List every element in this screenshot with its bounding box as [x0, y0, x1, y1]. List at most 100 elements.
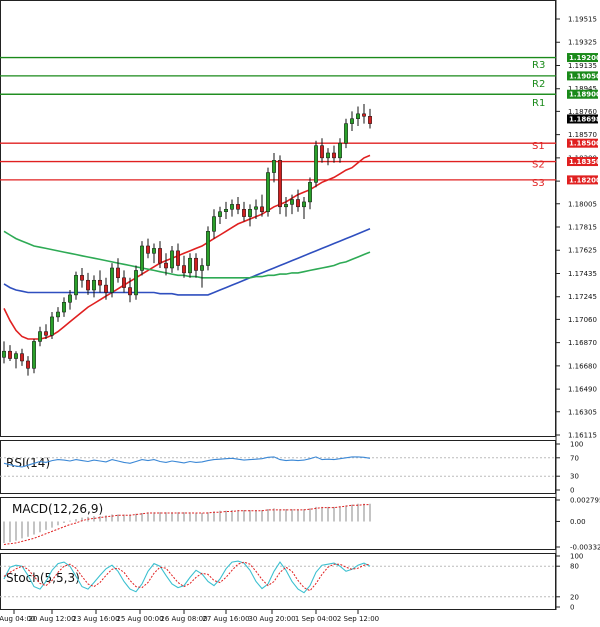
candle [350, 111, 354, 131]
candle-body-bear [122, 277, 126, 288]
candle-body-bear [146, 245, 150, 254]
candle [128, 277, 132, 303]
candle-body-bull [68, 294, 72, 303]
candle [62, 297, 66, 317]
candle-body-bull [302, 201, 306, 208]
candle [50, 312, 54, 339]
price-tick-label: 1.18760 [568, 108, 597, 116]
candle-body-bear [194, 257, 198, 271]
level-name-r1: R1 [532, 98, 545, 109]
price-tick-label: 1.16115 [568, 432, 597, 440]
candle-body-bear [26, 360, 30, 369]
time-tick-label: 25 Aug 00:00 [116, 615, 163, 623]
candle-body-bull [326, 152, 330, 159]
candle [218, 206, 222, 224]
candle [332, 145, 336, 163]
level-name-s3: S3 [532, 178, 545, 189]
candle [116, 258, 120, 283]
sub-tick-label: 30 [570, 473, 579, 481]
rsi-line [3, 456, 371, 468]
macd-label: MACD(12,26,9) [12, 502, 103, 516]
candle [80, 267, 84, 288]
sub-tick-label: 80 [570, 563, 579, 571]
macd-axis-ticks: 0.002795 0.00 -0.003328 [556, 497, 600, 552]
level-price-tag [567, 157, 598, 167]
macd-series [3, 503, 371, 545]
candle [242, 201, 246, 222]
candle-body-bear [128, 287, 132, 296]
candle [188, 253, 192, 278]
candle [248, 204, 252, 227]
current-price-tag [567, 114, 598, 124]
candle-body-bull [170, 250, 174, 269]
candle [308, 177, 312, 210]
candle-body-bull [230, 204, 234, 210]
candle [356, 106, 360, 127]
level-price-tag [567, 71, 598, 81]
level-price-label: 1.18900 [569, 91, 600, 99]
time-tick-label: 20 Aug 12:00 [28, 615, 75, 623]
candle [20, 348, 24, 366]
level-price-tag [567, 175, 598, 185]
level-price-tag [567, 89, 598, 99]
candle-body-bull [56, 311, 60, 318]
time-tick-label: 23 Aug 16:00 [72, 615, 119, 623]
candle [314, 140, 318, 188]
candle-body-bull [284, 204, 288, 208]
level-price-label: 1.19200 [569, 54, 600, 62]
price-tick-label: 1.17815 [568, 224, 597, 232]
candle-body-bull [350, 118, 354, 124]
candle [206, 226, 210, 271]
candle [182, 255, 186, 278]
candle-body-bull [14, 353, 18, 359]
candle [278, 155, 282, 215]
candle-body-bull [212, 216, 216, 232]
candle [110, 263, 114, 298]
candle [170, 245, 174, 273]
candle [260, 194, 264, 217]
moving-average-line [3, 154, 371, 340]
candle [326, 148, 330, 166]
candle [122, 270, 126, 293]
level-name-s2: S2 [532, 160, 545, 171]
candle [86, 272, 90, 295]
pane-frames [0, 0, 556, 610]
time-tick-label: 27 Aug 16:00 [202, 615, 249, 623]
time-tick-label: 2 Sep 12:00 [337, 615, 379, 623]
moving-averages [3, 154, 371, 340]
time-tick-label: 1 Sep 04:00 [295, 615, 337, 623]
candle-body-bear [20, 353, 24, 362]
candle-body-bull [344, 123, 348, 144]
rsi-axis-ticks: 100 70 30 0 [556, 441, 583, 495]
candle-body-bear [242, 209, 246, 217]
stoch-pane [0, 553, 556, 610]
candle-body-bull [50, 316, 54, 336]
level-name-s1: S1 [532, 141, 545, 152]
candle-body-bear [104, 284, 108, 293]
rsi-series [0, 456, 556, 477]
level-price-label: 1.18500 [569, 140, 600, 148]
candle [194, 253, 198, 278]
candle-body-bull [248, 209, 252, 217]
stoch-k-line [3, 560, 371, 594]
stoch-label: Stoch(5,5,3) [6, 571, 80, 585]
candle-body-bull [110, 267, 114, 293]
candle-body-bear [182, 265, 186, 274]
candle-body-bear [80, 275, 84, 281]
candle-body-bull [308, 182, 312, 203]
candle-body-bull [200, 265, 204, 271]
candle [200, 258, 204, 288]
candle-body-bear [8, 350, 12, 359]
candle [284, 197, 288, 217]
candle [224, 201, 228, 220]
sub-tick-label: 0 [570, 604, 574, 612]
sub-tick-label: 20 [570, 593, 579, 601]
candle-body-bear [320, 145, 324, 159]
stoch-d-line [3, 561, 371, 592]
candle-body-bear [158, 248, 162, 264]
candle-body-bear [116, 267, 120, 279]
candle [152, 243, 156, 264]
candle [14, 351, 18, 369]
level-price-tag [567, 53, 598, 63]
candle-body-bear [260, 206, 264, 212]
